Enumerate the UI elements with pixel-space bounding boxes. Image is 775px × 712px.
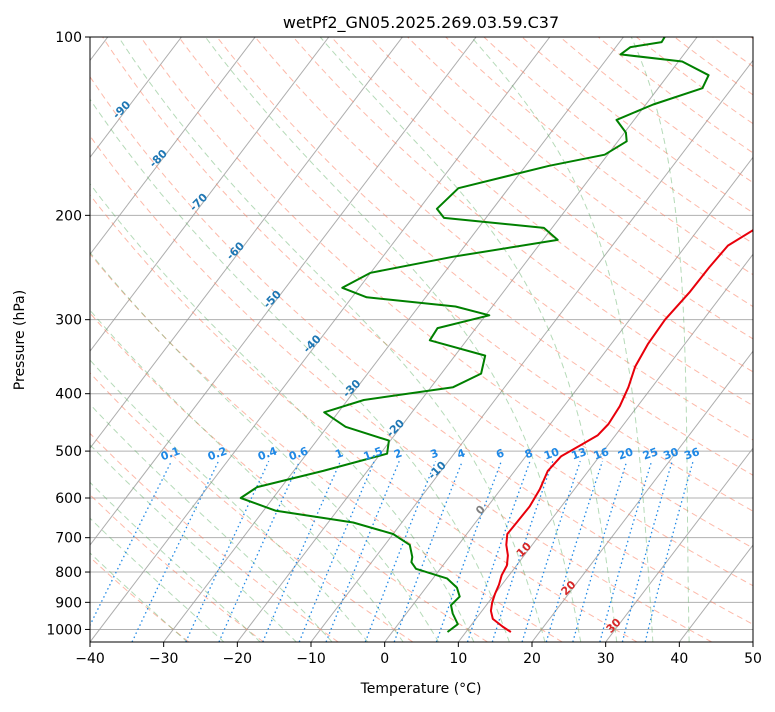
x-tick-label: 30 xyxy=(597,651,615,667)
x-tick-label: 40 xyxy=(670,651,688,667)
y-tick-label: 1000 xyxy=(46,622,82,638)
x-tick-label: 10 xyxy=(449,651,467,667)
y-tick-label: 400 xyxy=(55,387,82,403)
x-tick-label: −40 xyxy=(75,651,105,667)
x-tick-label: −10 xyxy=(296,651,326,667)
x-tick-label: 20 xyxy=(523,651,541,667)
y-tick-label: 600 xyxy=(55,491,82,507)
y-tick-label: 200 xyxy=(55,208,82,224)
x-tick-label: 0 xyxy=(380,651,389,667)
x-tick-label: −30 xyxy=(149,651,179,667)
y-tick-label: 500 xyxy=(55,444,82,460)
x-axis-label: Temperature (°C) xyxy=(360,681,482,697)
y-tick-label: 100 xyxy=(55,30,82,46)
x-tick-label: 50 xyxy=(744,651,762,667)
chart-title: wetPf2_GN05.2025.269.03.59.C37 xyxy=(283,13,559,33)
y-tick-label: 900 xyxy=(55,595,82,611)
y-tick-label: 700 xyxy=(55,531,82,547)
y-tick-label: 300 xyxy=(55,313,82,329)
y-tick-label: 800 xyxy=(55,565,82,581)
y-axis-label: Pressure (hPa) xyxy=(12,290,28,390)
x-tick-label: −20 xyxy=(223,651,253,667)
